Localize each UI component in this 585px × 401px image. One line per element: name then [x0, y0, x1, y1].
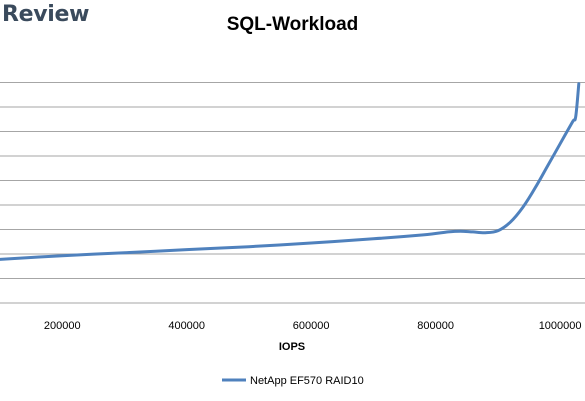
legend-label-0: NetApp EF570 RAID10 — [250, 375, 364, 387]
x-tick-label-4: 1000000 — [539, 320, 582, 332]
x-tick-label-0: 200000 — [44, 320, 81, 332]
chart-title: SQL-Workload — [226, 14, 359, 35]
x-tick-label-3: 800000 — [417, 320, 454, 332]
series-layer — [0, 82, 581, 261]
x-tick-label-2: 600000 — [293, 320, 330, 332]
x-axis-label: IOPS — [279, 341, 305, 353]
x-axis-ticks: 200000 400000 600000 800000 1000000 — [44, 320, 582, 332]
gridlines — [0, 82, 585, 304]
x-tick-label-1: 400000 — [168, 320, 205, 332]
series-line-0 — [0, 82, 581, 261]
brand-logo: Review — [2, 2, 90, 27]
legend: NetApp EF570 RAID10 — [222, 375, 364, 387]
